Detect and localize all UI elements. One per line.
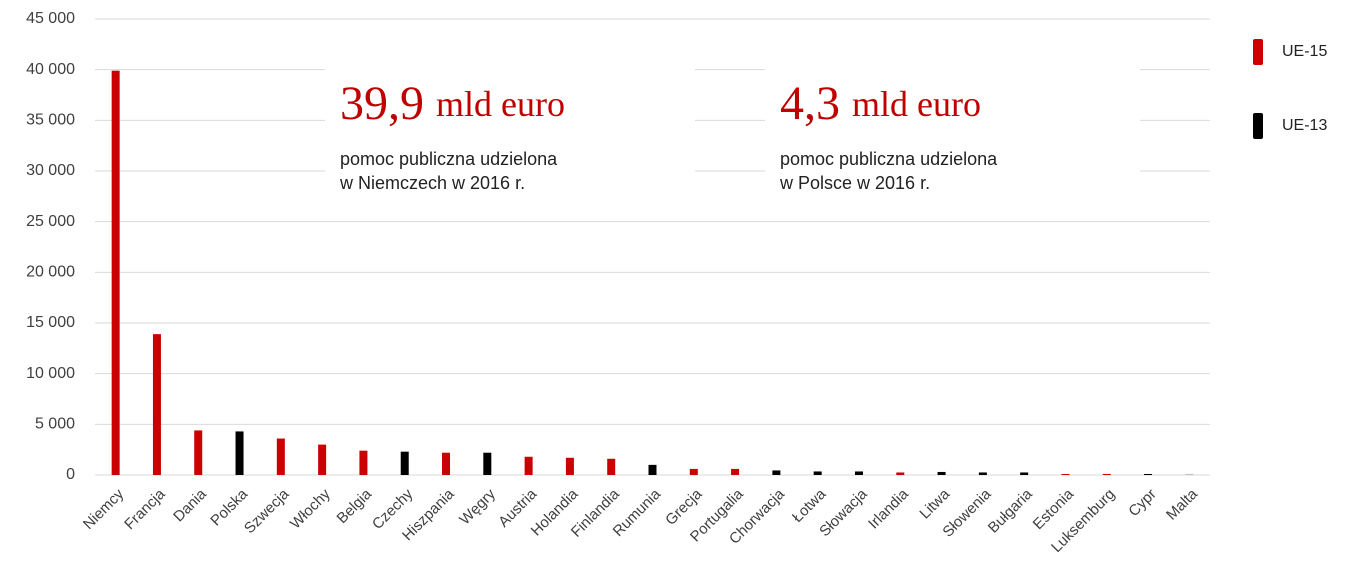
- y-tick-label: 0: [66, 466, 75, 483]
- legend-swatch: [1253, 39, 1263, 65]
- bar: [524, 456, 533, 475]
- bar: [565, 457, 574, 475]
- bar: [1020, 472, 1029, 475]
- y-tick-label: 25 000: [26, 213, 75, 230]
- annotation-line: w Polsce w 2016 r.: [779, 173, 930, 193]
- y-tick-label: 10 000: [26, 365, 75, 382]
- annotation-amount: 39,9: [340, 77, 424, 130]
- bar: [731, 468, 740, 475]
- y-tick-label: 40 000: [26, 61, 75, 78]
- bar: [1102, 473, 1111, 475]
- annotation-unit: mld euro: [852, 84, 981, 124]
- bar: [318, 444, 327, 475]
- bar: [483, 452, 492, 475]
- y-tick-label: 5 000: [35, 416, 75, 433]
- bar: [772, 470, 781, 475]
- y-tick-label: 30 000: [26, 162, 75, 179]
- bar: [276, 438, 285, 475]
- y-tick-label: 45 000: [26, 10, 75, 27]
- annotation-box: [325, 55, 695, 215]
- x-tick-label: Cypr: [1125, 486, 1159, 520]
- annotation-amount: 4,3: [780, 77, 840, 130]
- bar: [689, 468, 698, 475]
- x-tick-label: Litwa: [916, 485, 953, 522]
- x-tick-label: Francja: [121, 485, 169, 533]
- bar: [937, 471, 946, 475]
- bar: [111, 70, 120, 476]
- bar: [854, 471, 863, 475]
- y-tick-label: 20 000: [26, 264, 75, 281]
- bar: [607, 458, 616, 475]
- bar: [235, 431, 244, 475]
- bar: [813, 471, 822, 475]
- x-tick-label: Niemcy: [80, 485, 128, 533]
- bar: [152, 334, 161, 475]
- bar: [896, 472, 905, 475]
- bar: [1061, 473, 1070, 475]
- y-tick-label: 35 000: [26, 112, 75, 129]
- annotation-line: w Niemczech w 2016 r.: [339, 173, 525, 193]
- x-tick-label: Szwecja: [241, 485, 293, 537]
- x-tick-label: Irlandia: [865, 485, 912, 532]
- x-tick-label: Węgry: [456, 485, 499, 528]
- x-tick-label: Dania: [170, 485, 210, 525]
- legend-label: UE-15: [1282, 43, 1327, 60]
- x-tick-label: Malta: [1163, 485, 1201, 523]
- legend-label: UE-13: [1282, 117, 1327, 134]
- bar: [359, 450, 368, 475]
- x-tick-label: Bułgaria: [985, 485, 1036, 536]
- bar: [1144, 473, 1153, 475]
- legend-swatch: [1253, 113, 1263, 139]
- annotation-headline: 4,3 mld euro: [780, 77, 981, 130]
- annotation-headline: 39,9 mld euro: [340, 77, 565, 130]
- annotation-box: [765, 55, 1140, 215]
- bar: [648, 464, 657, 475]
- bar: [442, 452, 451, 475]
- x-tick-label: Włochy: [287, 485, 334, 532]
- annotation-line: pomoc publiczna udzielona: [340, 149, 558, 169]
- bar: [400, 451, 409, 475]
- bar: [978, 472, 987, 475]
- annotation-unit: mld euro: [436, 84, 565, 124]
- bar: [194, 430, 203, 475]
- annotation-line: pomoc publiczna udzielona: [780, 149, 998, 169]
- y-tick-label: 15 000: [26, 314, 75, 331]
